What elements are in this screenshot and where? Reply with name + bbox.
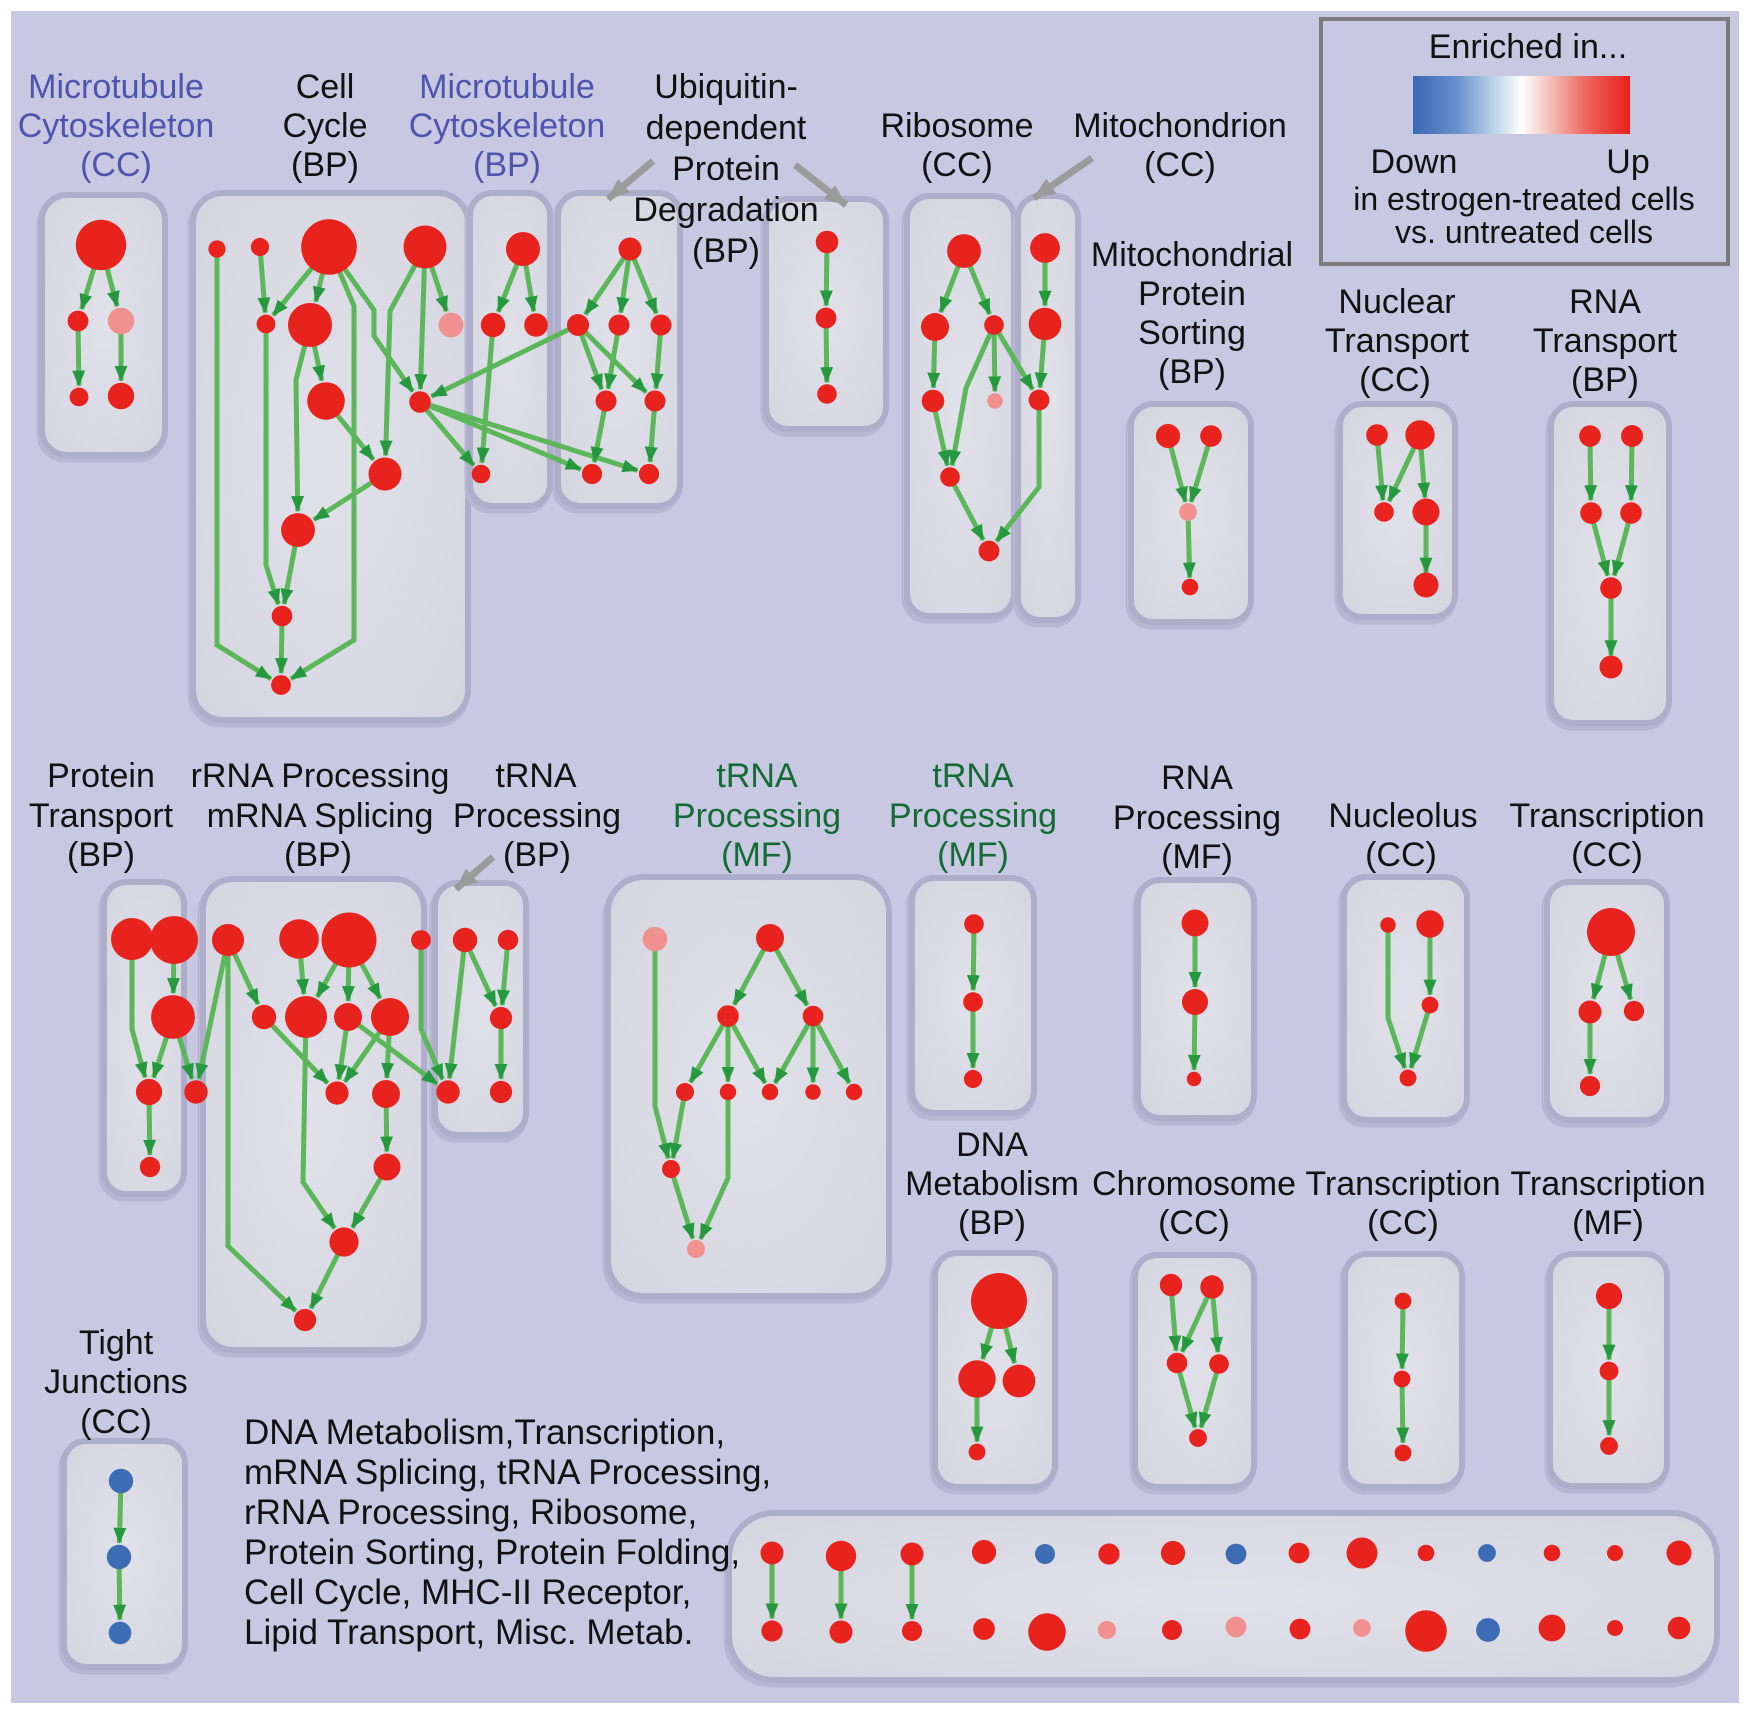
svg-text:(BP): (BP) xyxy=(284,836,352,874)
svg-text:Nucleolus: Nucleolus xyxy=(1328,797,1477,835)
svg-text:mRNA Splicing, tRNA Processing: mRNA Splicing, tRNA Processing, xyxy=(244,1453,771,1492)
svg-text:Tight: Tight xyxy=(79,1324,154,1362)
svg-text:Enriched in...: Enriched in... xyxy=(1429,28,1627,66)
svg-text:Chromosome: Chromosome xyxy=(1092,1165,1296,1203)
svg-text:Microtubule: Microtubule xyxy=(28,68,204,106)
svg-text:Up: Up xyxy=(1606,143,1649,181)
svg-text:Protein: Protein xyxy=(47,757,155,795)
svg-text:DNA: DNA xyxy=(956,1126,1028,1164)
svg-text:(MF): (MF) xyxy=(1161,838,1233,876)
svg-text:(CC): (CC) xyxy=(1158,1204,1230,1242)
svg-text:(BP): (BP) xyxy=(291,146,359,184)
svg-text:(CC): (CC) xyxy=(1367,1204,1439,1242)
svg-text:Processing: Processing xyxy=(889,797,1057,835)
svg-text:Transport: Transport xyxy=(1325,322,1470,360)
svg-text:Sorting: Sorting xyxy=(1138,314,1246,352)
svg-text:Junctions: Junctions xyxy=(44,1363,188,1401)
svg-text:Ubiquitin-: Ubiquitin- xyxy=(654,68,798,106)
svg-text:(CC): (CC) xyxy=(1144,146,1216,184)
svg-text:(BP): (BP) xyxy=(503,836,571,874)
svg-text:Down: Down xyxy=(1371,143,1458,181)
svg-text:Nuclear: Nuclear xyxy=(1338,283,1455,321)
svg-text:Cell: Cell xyxy=(296,68,355,106)
svg-text:Cell Cycle, MHC-II Receptor,: Cell Cycle, MHC-II Receptor, xyxy=(244,1573,691,1612)
svg-text:(CC): (CC) xyxy=(80,146,152,184)
svg-text:(BP): (BP) xyxy=(67,836,135,874)
svg-text:tRNA: tRNA xyxy=(716,757,798,795)
svg-text:Transcription: Transcription xyxy=(1510,1165,1705,1203)
svg-text:Cytoskeleton: Cytoskeleton xyxy=(18,107,215,145)
svg-text:(BP): (BP) xyxy=(473,146,541,184)
svg-text:Mitochondrion: Mitochondrion xyxy=(1073,107,1287,145)
svg-text:Cytoskeleton: Cytoskeleton xyxy=(409,107,606,145)
svg-text:Transcription: Transcription xyxy=(1509,797,1704,835)
svg-text:tRNA: tRNA xyxy=(932,757,1014,795)
svg-text:Mitochondrial: Mitochondrial xyxy=(1091,236,1293,274)
svg-text:(CC): (CC) xyxy=(80,1403,152,1441)
svg-text:Protein Sorting, Protein Foldi: Protein Sorting, Protein Folding, xyxy=(244,1533,740,1572)
svg-text:(MF): (MF) xyxy=(721,836,793,874)
svg-text:Protein: Protein xyxy=(672,150,780,188)
svg-text:Processing: Processing xyxy=(673,797,841,835)
svg-text:Metabolism: Metabolism xyxy=(905,1165,1079,1203)
svg-text:(BP): (BP) xyxy=(1158,353,1226,391)
svg-text:RNA: RNA xyxy=(1161,759,1233,797)
svg-text:Microtubule: Microtubule xyxy=(419,68,595,106)
svg-text:Cycle: Cycle xyxy=(282,107,367,145)
svg-text:dependent: dependent xyxy=(646,109,807,147)
svg-text:rRNA Processing, Ribosome,: rRNA Processing, Ribosome, xyxy=(244,1493,697,1532)
svg-text:Lipid Transport, Misc. Metab.: Lipid Transport, Misc. Metab. xyxy=(244,1613,693,1652)
svg-text:(CC): (CC) xyxy=(1571,836,1643,874)
svg-text:DNA Metabolism,Transcription,: DNA Metabolism,Transcription, xyxy=(244,1413,725,1452)
svg-text:in estrogen-treated cells: in estrogen-treated cells xyxy=(1353,181,1695,217)
svg-text:mRNA Splicing: mRNA Splicing xyxy=(207,797,434,835)
svg-text:Degradation: Degradation xyxy=(633,191,818,229)
svg-text:(CC): (CC) xyxy=(1365,836,1437,874)
svg-text:Processing: Processing xyxy=(1113,799,1281,837)
svg-text:vs. untreated cells: vs. untreated cells xyxy=(1395,214,1653,250)
svg-text:Ribosome: Ribosome xyxy=(880,107,1033,145)
svg-text:(MF): (MF) xyxy=(1572,1204,1644,1242)
svg-text:(CC): (CC) xyxy=(921,146,993,184)
svg-text:RNA: RNA xyxy=(1569,283,1641,321)
svg-text:Transcription: Transcription xyxy=(1305,1165,1500,1203)
svg-text:tRNA: tRNA xyxy=(495,757,577,795)
svg-text:(BP): (BP) xyxy=(1571,361,1639,399)
svg-text:Protein: Protein xyxy=(1138,275,1246,313)
svg-text:(BP): (BP) xyxy=(692,232,760,270)
svg-text:rRNA Processing: rRNA Processing xyxy=(191,757,450,795)
svg-text:(BP): (BP) xyxy=(958,1204,1026,1242)
svg-text:Transport: Transport xyxy=(1533,322,1678,360)
svg-text:(MF): (MF) xyxy=(937,836,1009,874)
svg-text:(CC): (CC) xyxy=(1359,361,1431,399)
svg-text:Processing: Processing xyxy=(453,797,621,835)
svg-text:Transport: Transport xyxy=(29,797,174,835)
